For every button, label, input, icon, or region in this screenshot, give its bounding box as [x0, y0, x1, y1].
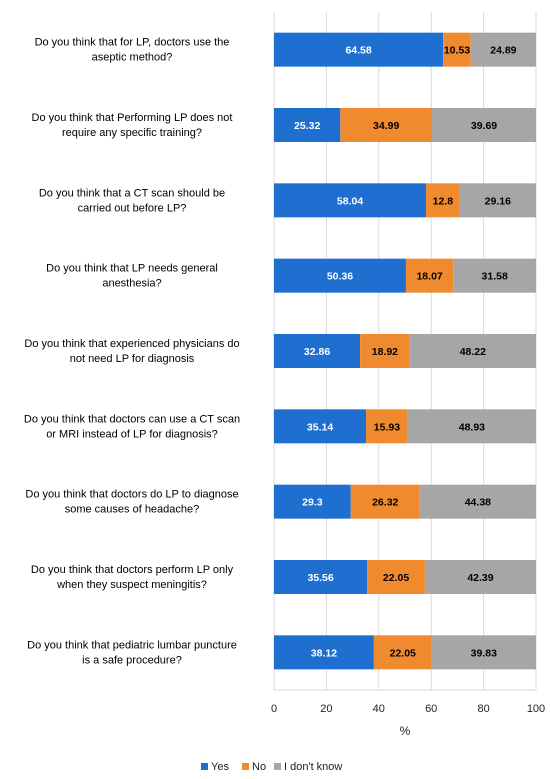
- question-label-line: require any specific training?: [62, 127, 202, 139]
- data-label: 24.89: [490, 45, 516, 57]
- x-tick-label: 40: [373, 703, 385, 715]
- question-label-line: or MRI instead of LP for diagnosis?: [46, 428, 218, 440]
- data-label: 39.83: [471, 647, 497, 659]
- data-label: 18.92: [372, 346, 398, 358]
- bar-segment: [340, 108, 433, 142]
- legend-swatch: [201, 763, 208, 770]
- question-labels: Do you think that for LP, doctors use th…: [24, 37, 240, 667]
- question-label-line: is a safe procedure?: [82, 654, 182, 666]
- bar-segment: [409, 334, 536, 368]
- data-label: 42.39: [467, 572, 493, 584]
- question-label-line: Do you think that a CT scan should be: [39, 187, 225, 199]
- data-label: 48.93: [459, 421, 485, 433]
- question-label-line: carried out before LP?: [78, 202, 187, 214]
- legend: Yes No I don't know: [201, 761, 342, 773]
- legend-label: I don't know: [284, 761, 342, 773]
- question-label: Do you think that doctors do LP to diagn…: [25, 489, 238, 516]
- bar-segment: [431, 635, 536, 670]
- x-axis-label: %: [400, 724, 411, 738]
- question-label-line: Do you think that Performing LP does not: [32, 112, 233, 124]
- question-label-line: not need LP for diagnosis: [70, 353, 195, 365]
- bar-segment: [459, 183, 536, 218]
- question-label-line: Do you think that experienced physicians…: [24, 338, 239, 350]
- bar-segment: [432, 108, 536, 142]
- bar-segment: [405, 258, 454, 293]
- data-label: 35.14: [307, 421, 333, 433]
- data-label: 15.93: [374, 421, 400, 433]
- data-label: 29.3: [302, 497, 323, 509]
- data-label: 22.05: [390, 647, 416, 659]
- data-label: 29.16: [485, 195, 511, 207]
- bar-segment: [367, 560, 425, 594]
- question-label-line: some causes of headache?: [65, 504, 200, 516]
- bar-segment: [350, 484, 420, 519]
- x-tick-label: 60: [425, 703, 437, 715]
- question-label: Do you think that doctors perform LP onl…: [31, 564, 234, 591]
- question-label: Do you think that a CT scan should be car…: [39, 187, 225, 214]
- bar-segment: [470, 32, 536, 67]
- bar-segment: [407, 409, 536, 444]
- bar-segment: [274, 635, 374, 670]
- bar-segment: [274, 334, 361, 368]
- x-tick-label: 100: [527, 703, 545, 715]
- question-label-line: aseptic method?: [92, 52, 173, 64]
- question-label-line: Do you think that doctors perform LP onl…: [31, 564, 234, 576]
- data-label: 35.56: [307, 572, 333, 584]
- data-label: 10.53: [444, 45, 470, 57]
- data-label: 32.86: [304, 346, 330, 358]
- bar-segment: [426, 183, 460, 218]
- question-label-line: when they suspect meningitis?: [56, 579, 207, 591]
- legend-swatch: [274, 763, 281, 770]
- question-label-line: Do you think that doctors do LP to diagn…: [25, 489, 238, 501]
- data-label: 26.32: [372, 497, 398, 509]
- question-label: Do you think that for LP, doctors use th…: [35, 37, 230, 64]
- x-tick-label: 0: [271, 703, 277, 715]
- bar-segment: [274, 409, 367, 444]
- question-label-line: anesthesia?: [102, 278, 161, 290]
- data-label: 48.22: [460, 346, 486, 358]
- question-label: Do you think that LP needs general anesth…: [46, 263, 218, 290]
- question-label: Do you think that pediatric lumbar punct…: [27, 639, 237, 666]
- bar-segment: [453, 258, 537, 293]
- x-axis: % 0 20 40 60 80 100: [271, 689, 545, 738]
- data-label: 31.58: [482, 271, 508, 283]
- data-label: 18.07: [416, 271, 442, 283]
- data-label: 64.58: [345, 45, 371, 57]
- question-label-line: Do you think that doctors can use a CT s…: [24, 413, 240, 425]
- bar-segment: [274, 484, 351, 519]
- bar-segment: [274, 108, 341, 142]
- bar-segment: [443, 32, 471, 67]
- data-label: 58.04: [337, 195, 363, 207]
- bar-segment: [274, 183, 427, 218]
- question-label: Do you think that experienced physicians…: [24, 338, 239, 365]
- data-label: 22.05: [383, 572, 409, 584]
- x-tick-label: 80: [477, 703, 489, 715]
- data-label: 39.69: [471, 120, 497, 132]
- bar-segment: [366, 409, 408, 444]
- data-label: 44.38: [465, 497, 491, 509]
- data-label: 38.12: [311, 647, 337, 659]
- question-label-line: Do you think that for LP, doctors use th…: [35, 37, 230, 49]
- bar-segment: [424, 560, 536, 594]
- legend-swatch: [242, 763, 249, 770]
- data-label: 34.99: [373, 120, 399, 132]
- x-tick-label: 20: [320, 703, 332, 715]
- legend-label: No: [252, 761, 266, 773]
- bar-segment: [274, 560, 368, 594]
- question-label: Do you think that Performing LP does not…: [32, 112, 233, 139]
- bar-segment: [274, 258, 406, 293]
- question-label-line: Do you think that pediatric lumbar punct…: [27, 639, 237, 651]
- bars: 64.58 10.53 24.89 25.32 34.99 39.69 58.04 12.8 2…: [274, 32, 537, 670]
- bar-segment: [360, 334, 410, 368]
- bar-segment: [373, 635, 432, 670]
- question-label: Do you think that doctors can use a CT s…: [24, 413, 240, 440]
- bar-segment: [274, 32, 444, 67]
- question-label-line: Do you think that LP needs general: [46, 263, 218, 275]
- bar-segment: [419, 484, 536, 519]
- data-label: 50.36: [327, 271, 353, 283]
- data-label: 25.32: [294, 120, 320, 132]
- legend-label: Yes: [211, 761, 229, 773]
- data-label: 12.8: [433, 195, 454, 207]
